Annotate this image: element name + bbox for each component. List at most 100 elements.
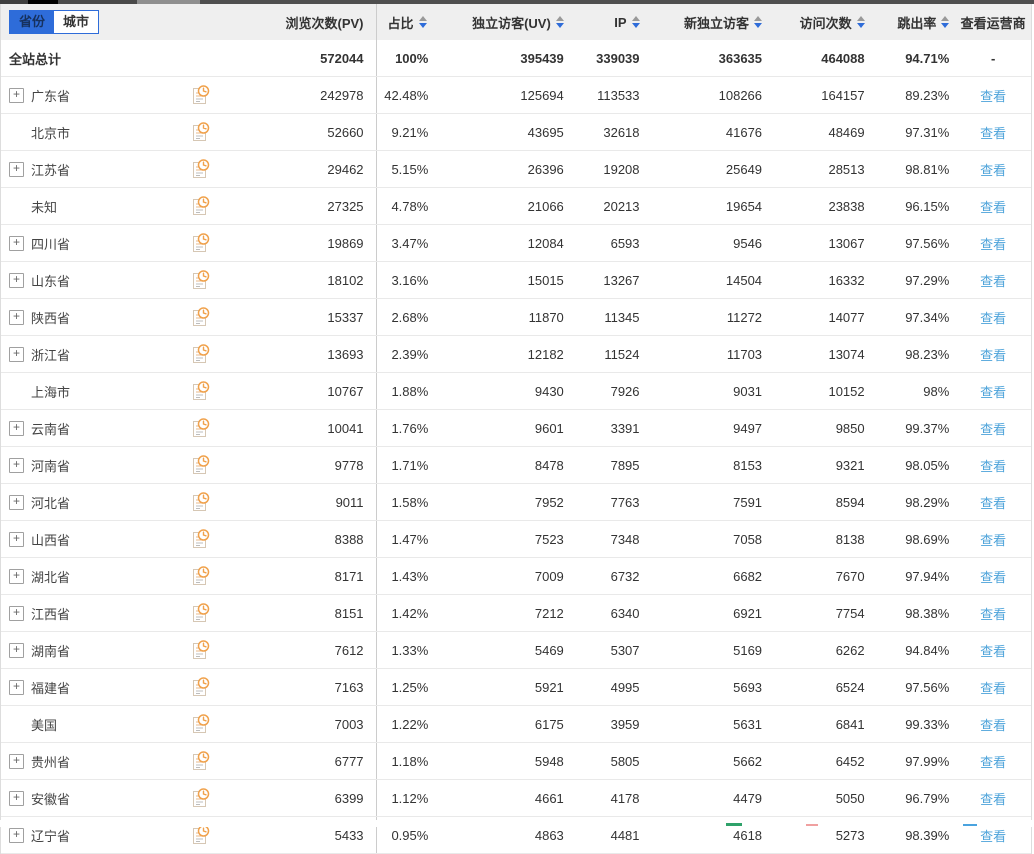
total-uv: 395439: [520, 50, 564, 66]
trend-history-icon[interactable]: [190, 306, 211, 328]
view-operator-link[interactable]: 查看: [980, 273, 1007, 289]
sort-icon[interactable]: [418, 16, 427, 28]
header-new-uv[interactable]: 新独立访客: [646, 4, 769, 40]
trend-history-icon[interactable]: [190, 713, 211, 735]
expand-button[interactable]: +: [9, 753, 24, 769]
header-new-uv-label: 新独立访客: [684, 15, 750, 31]
view-operator-link[interactable]: 查看: [980, 458, 1007, 474]
bounce-value: 97.56%: [905, 679, 950, 695]
trend-history-icon[interactable]: [190, 787, 211, 809]
bounce-value: 98.23%: [905, 346, 950, 362]
trend-history-icon[interactable]: [190, 195, 211, 217]
expand-button[interactable]: +: [9, 309, 24, 325]
cropped-green-mark: [726, 823, 742, 826]
expand-button[interactable]: +: [9, 494, 24, 510]
view-operator-link[interactable]: 查看: [980, 236, 1007, 252]
bounce-value: 96.79%: [905, 790, 950, 806]
expand-button[interactable]: +: [9, 642, 24, 658]
expand-button[interactable]: +: [9, 87, 24, 103]
trend-history-icon[interactable]: [190, 454, 211, 476]
trend-history-icon[interactable]: [190, 565, 211, 587]
header-pv: 浏览次数(PV): [215, 4, 377, 40]
ip-value: 3959: [610, 716, 640, 732]
trend-history-icon[interactable]: [190, 750, 211, 772]
trend-history-icon[interactable]: [190, 528, 211, 550]
trend-history-icon[interactable]: [190, 269, 211, 291]
view-operator-link[interactable]: 查看: [980, 532, 1007, 548]
expand-button[interactable]: +: [9, 161, 24, 177]
expand-button[interactable]: +: [9, 568, 24, 584]
expand-button[interactable]: +: [9, 679, 24, 695]
pv-value: 52660: [215, 114, 377, 150]
ratio-value: 1.33%: [391, 642, 429, 658]
header-bounce[interactable]: 跳出率: [871, 4, 956, 40]
header-operator-label: 查看运营商: [960, 15, 1026, 31]
expand-button[interactable]: +: [9, 346, 24, 362]
trend-history-icon[interactable]: [190, 232, 211, 254]
trend-history-icon[interactable]: [190, 602, 211, 624]
ip-value: 113533: [597, 87, 640, 103]
view-operator-link[interactable]: 查看: [980, 828, 1007, 844]
view-operator-link[interactable]: 查看: [980, 643, 1007, 659]
trend-history-icon[interactable]: [190, 824, 211, 846]
view-operator-link[interactable]: 查看: [980, 310, 1007, 326]
expand-button[interactable]: +: [9, 235, 24, 251]
view-operator-link[interactable]: 查看: [980, 791, 1007, 807]
view-operator-link[interactable]: 查看: [980, 717, 1007, 733]
expand-button[interactable]: +: [9, 790, 24, 806]
expand-button[interactable]: +: [9, 605, 24, 621]
total-ratio: 100%: [395, 50, 429, 66]
trend-history-icon[interactable]: [190, 158, 211, 180]
ratio-value: 2.39%: [391, 346, 429, 362]
ratio-value: 1.58%: [391, 494, 429, 510]
expand-button[interactable]: +: [9, 827, 24, 843]
expand-button[interactable]: +: [9, 531, 24, 547]
view-operator-link[interactable]: 查看: [980, 384, 1007, 400]
new-uv-value: 9497: [733, 420, 763, 436]
header-ratio[interactable]: 占比: [377, 4, 437, 40]
view-operator-link[interactable]: 查看: [980, 421, 1007, 437]
trend-history-icon[interactable]: [190, 121, 211, 143]
tab-province[interactable]: 省份: [10, 11, 55, 33]
region-name: 陕西省: [31, 310, 71, 326]
tab-city[interactable]: 城市: [63, 14, 90, 29]
sort-icon[interactable]: [631, 16, 640, 28]
view-operator-link[interactable]: 查看: [980, 162, 1007, 178]
expand-button[interactable]: +: [9, 420, 24, 436]
trend-history-icon[interactable]: [190, 676, 211, 698]
ip-value: 3391: [610, 420, 640, 436]
sort-icon[interactable]: [856, 16, 865, 28]
view-operator-link[interactable]: 查看: [980, 125, 1007, 141]
trend-history-icon[interactable]: [190, 343, 211, 365]
trend-history-icon[interactable]: [190, 84, 211, 106]
region-name: 贵州省: [31, 754, 71, 770]
sort-icon[interactable]: [754, 16, 763, 28]
trend-history-icon[interactable]: [190, 380, 211, 402]
pv-value: 7163: [215, 669, 377, 705]
trend-history-icon[interactable]: [190, 491, 211, 513]
region-name: 江西省: [31, 606, 71, 622]
view-operator-link[interactable]: 查看: [980, 88, 1007, 104]
view-operator-link[interactable]: 查看: [980, 606, 1007, 622]
uv-value: 5948: [534, 753, 564, 769]
expand-button[interactable]: +: [9, 457, 24, 473]
view-operator-link[interactable]: 查看: [980, 754, 1007, 770]
view-operator-link[interactable]: 查看: [980, 680, 1007, 696]
sort-icon[interactable]: [941, 16, 950, 28]
expand-button[interactable]: +: [9, 272, 24, 288]
visits-value: 9321: [835, 457, 865, 473]
new-uv-value: 41676: [725, 124, 763, 140]
view-operator-link[interactable]: 查看: [980, 347, 1007, 363]
header-visits[interactable]: 访问次数: [768, 4, 871, 40]
table-row: + 未知 27325 4.78% 21066 20213 19654 23838…: [1, 188, 1031, 225]
pv-value: 10767: [215, 373, 377, 409]
header-ip[interactable]: IP: [576, 4, 646, 40]
sort-icon[interactable]: [555, 16, 564, 28]
new-uv-value: 7591: [733, 494, 763, 510]
view-operator-link[interactable]: 查看: [980, 199, 1007, 215]
header-uv[interactable]: 独立访客(UV): [436, 4, 575, 40]
view-operator-link[interactable]: 查看: [980, 495, 1007, 511]
trend-history-icon[interactable]: [190, 417, 211, 439]
view-operator-link[interactable]: 查看: [980, 569, 1007, 585]
trend-history-icon[interactable]: [190, 639, 211, 661]
